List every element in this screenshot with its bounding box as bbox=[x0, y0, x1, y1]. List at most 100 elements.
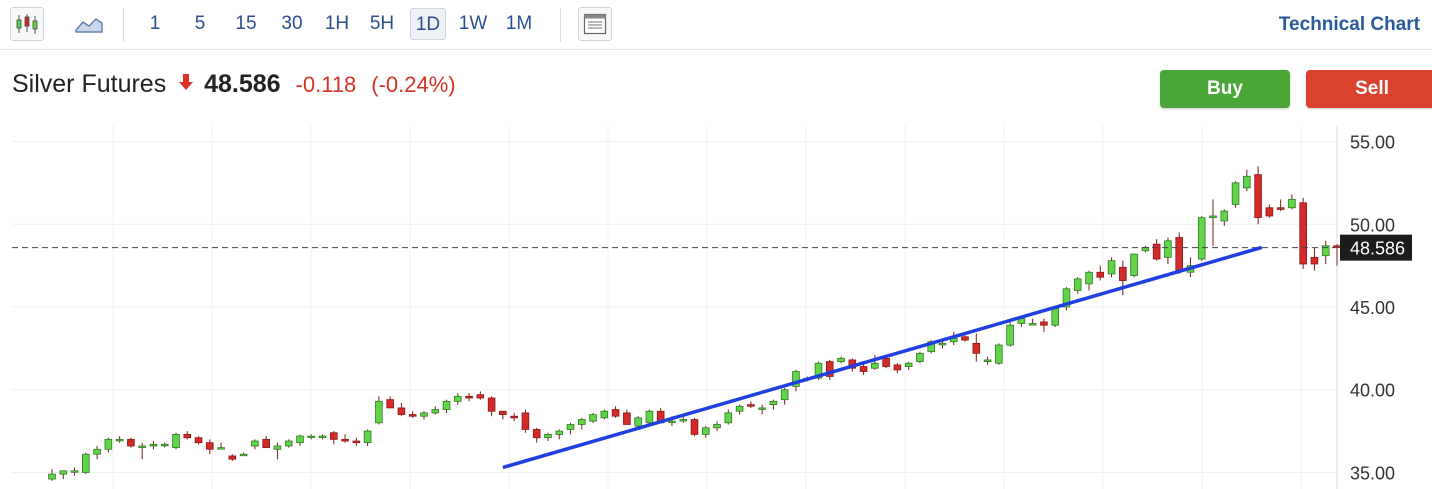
candle-body bbox=[71, 471, 78, 473]
candle-body bbox=[635, 418, 642, 426]
candle-body bbox=[105, 439, 112, 449]
candle-body bbox=[1041, 322, 1048, 325]
candle-body bbox=[1108, 261, 1115, 274]
buy-button[interactable]: Buy bbox=[1160, 70, 1290, 108]
candle-body bbox=[466, 396, 473, 398]
candle-body bbox=[128, 439, 135, 446]
chart-grid bbox=[12, 125, 1337, 489]
candle-body bbox=[657, 411, 664, 423]
candle-body bbox=[477, 395, 484, 398]
candle-body bbox=[781, 390, 788, 400]
candle-body bbox=[274, 446, 281, 449]
candle-body bbox=[1311, 257, 1318, 264]
panel-layout-icon[interactable] bbox=[578, 7, 612, 41]
candle-body bbox=[1289, 199, 1296, 207]
candle-body bbox=[1243, 176, 1250, 188]
candle-body bbox=[714, 424, 721, 427]
candle-body bbox=[939, 343, 946, 345]
candle-body bbox=[725, 413, 732, 423]
candle-body bbox=[60, 471, 67, 474]
candle-body bbox=[747, 405, 754, 407]
candle-body bbox=[195, 438, 202, 443]
interval-1h[interactable]: 1H bbox=[320, 8, 354, 40]
candle-body bbox=[454, 396, 461, 401]
candle-body bbox=[139, 446, 146, 448]
candle-body bbox=[815, 363, 822, 378]
candle-body bbox=[1266, 208, 1273, 216]
candle-body bbox=[623, 413, 630, 425]
candle-body bbox=[1131, 254, 1138, 276]
toolbar-divider bbox=[123, 8, 124, 42]
candle-body bbox=[917, 353, 924, 361]
candle-body bbox=[94, 449, 101, 454]
candle-body bbox=[578, 420, 585, 425]
candle-body bbox=[984, 360, 991, 362]
interval-5h[interactable]: 5H bbox=[364, 8, 400, 40]
y-tick-label: 45.00 bbox=[1350, 298, 1395, 318]
candle-body bbox=[240, 454, 247, 456]
technical-chart-link[interactable]: Technical Chart bbox=[1279, 14, 1420, 36]
interval-1[interactable]: 1 bbox=[143, 8, 167, 40]
chart-toolbar: 1 5 15 30 1H 5H 1D 1W 1M Technical Chart bbox=[0, 0, 1432, 50]
candle-body bbox=[1176, 238, 1183, 271]
candle-body bbox=[116, 439, 123, 441]
candle-body bbox=[1277, 208, 1284, 210]
candle-body bbox=[1086, 272, 1093, 284]
candle-body bbox=[567, 424, 574, 429]
interval-30[interactable]: 30 bbox=[276, 8, 308, 40]
last-price-tag-label: 48.586 bbox=[1350, 239, 1405, 259]
candle-body bbox=[376, 401, 383, 423]
chart-overlay bbox=[12, 247, 1337, 467]
candle-body bbox=[342, 439, 349, 441]
candle-body bbox=[533, 429, 540, 437]
candle-body bbox=[1029, 324, 1036, 326]
candle-body bbox=[49, 474, 56, 479]
candle-body bbox=[499, 411, 506, 414]
candle-body bbox=[297, 436, 304, 443]
price-axis: 55.00 50.00 45.00 40.00 35.00 48.586 bbox=[1340, 133, 1412, 484]
candle-body bbox=[330, 433, 337, 440]
candle-body bbox=[1300, 203, 1307, 264]
candle-body bbox=[353, 441, 360, 443]
candle-body bbox=[308, 436, 315, 438]
interval-1d[interactable]: 1D bbox=[410, 8, 446, 40]
interval-1w[interactable]: 1W bbox=[455, 8, 491, 40]
interval-1m[interactable]: 1M bbox=[500, 8, 538, 40]
candle-body bbox=[838, 358, 845, 361]
candle-body bbox=[601, 411, 608, 418]
candle-body bbox=[1018, 319, 1025, 324]
candle-body bbox=[804, 378, 811, 380]
candle-body bbox=[82, 454, 89, 472]
candle-body bbox=[680, 420, 687, 422]
candle-body bbox=[905, 363, 912, 366]
candlestick-icon[interactable] bbox=[10, 7, 44, 41]
candle-body bbox=[871, 363, 878, 368]
candle-body bbox=[883, 358, 890, 366]
y-tick-label: 40.00 bbox=[1350, 381, 1395, 401]
candle-body bbox=[1052, 309, 1059, 326]
candle-body bbox=[398, 408, 405, 415]
candle-body bbox=[962, 337, 969, 340]
instrument-name: Silver Futures bbox=[12, 70, 166, 98]
candle-body bbox=[1232, 183, 1239, 205]
area-chart-icon[interactable] bbox=[72, 7, 106, 41]
sell-button[interactable]: Sell bbox=[1306, 70, 1432, 108]
candle-body bbox=[522, 413, 529, 430]
candle-body bbox=[1255, 175, 1262, 218]
candle-body bbox=[1210, 216, 1217, 218]
candle-body bbox=[1221, 211, 1228, 221]
price-change: -0.118 bbox=[296, 72, 357, 97]
candle-body bbox=[443, 401, 450, 409]
candle-body bbox=[421, 413, 428, 416]
candle-body bbox=[770, 401, 777, 404]
interval-5[interactable]: 5 bbox=[188, 8, 212, 40]
candle-body bbox=[1097, 272, 1104, 277]
candle-body bbox=[702, 428, 709, 435]
candle-body bbox=[556, 431, 563, 434]
candle-body bbox=[995, 345, 1002, 363]
candle-body bbox=[173, 434, 180, 447]
candle-body bbox=[793, 372, 800, 387]
candle-body bbox=[432, 410, 439, 413]
candle-body bbox=[1322, 246, 1329, 256]
interval-15[interactable]: 15 bbox=[230, 8, 262, 40]
